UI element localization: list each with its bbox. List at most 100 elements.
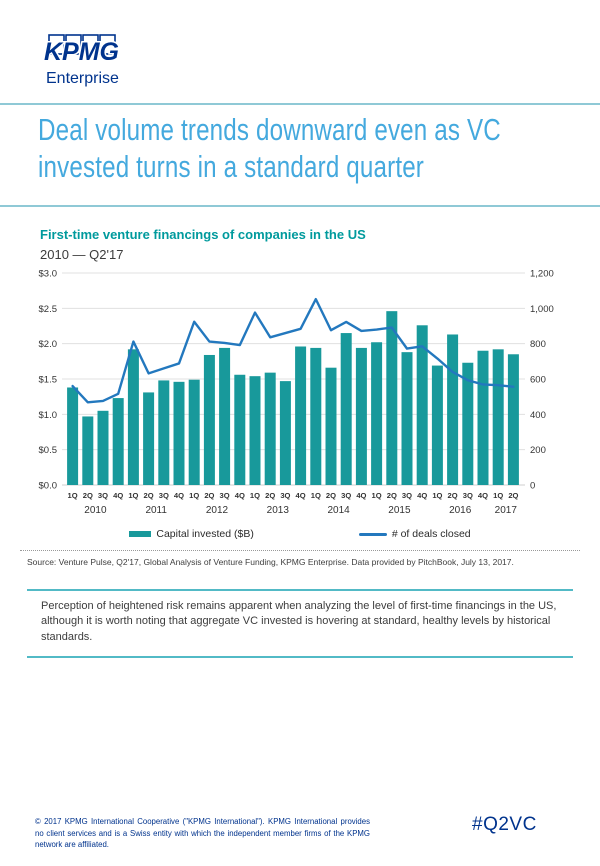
kpmg-logo: KPMG Enterprise <box>40 33 150 100</box>
bar <box>447 334 459 485</box>
right-axis-label: 800 <box>530 339 546 350</box>
x-axis-year-label: 2014 <box>327 505 350 516</box>
x-axis-quarter-label: 4Q <box>113 491 123 500</box>
bar <box>310 347 322 485</box>
x-axis-quarter-label: 2Q <box>204 491 214 500</box>
x-axis-quarter-label: 3Q <box>402 491 412 500</box>
x-axis-quarter-label: 2Q <box>387 491 397 500</box>
bar <box>416 325 428 485</box>
chart-legend: Capital invested ($B) # of deals closed <box>0 528 600 540</box>
callout-text: Perception of heightened risk remains ap… <box>41 600 557 643</box>
x-axis-quarter-label: 1Q <box>311 491 321 500</box>
bar <box>67 387 79 485</box>
legend-deals-closed: # of deals closed <box>358 528 471 540</box>
bar <box>295 346 307 485</box>
line-swatch-icon <box>358 532 387 536</box>
x-axis-quarter-label: 3Q <box>463 491 473 500</box>
chart-title: First-time venture financings of compani… <box>40 227 366 242</box>
x-axis-quarter-label: 3Q <box>159 491 169 500</box>
x-axis-quarter-label: 4Q <box>296 491 306 500</box>
x-axis-quarter-label: 3Q <box>220 491 230 500</box>
bar <box>264 372 276 485</box>
bar <box>249 376 261 485</box>
footer-copyright: © 2017 KPMG International Cooperative ("… <box>35 817 370 850</box>
kpmg-logo-text: KPMG <box>44 38 119 66</box>
x-axis-quarter-label: 1Q <box>372 491 382 500</box>
right-axis-label: 1,200 <box>530 269 554 280</box>
x-axis-quarter-label: 2Q <box>448 491 458 500</box>
x-axis-year-label: 2012 <box>206 505 229 516</box>
bar <box>234 374 246 485</box>
bar <box>112 398 124 485</box>
x-axis-quarter-label: 2Q <box>144 491 154 500</box>
right-axis-label: 400 <box>530 410 546 421</box>
bar <box>462 362 474 485</box>
bar <box>279 381 291 485</box>
source-text: Source: Venture Pulse, Q2'17, Global Ana… <box>27 557 514 567</box>
x-axis-quarter-label: 4Q <box>478 491 488 500</box>
left-axis-label: $0.5 <box>39 445 58 456</box>
bar <box>477 350 489 485</box>
x-axis-quarter-label: 4Q <box>235 491 245 500</box>
x-axis-quarter-label: 1Q <box>128 491 138 500</box>
page-title-line1: Deal volume trends downward even as VC <box>38 112 501 147</box>
bar <box>158 380 170 485</box>
x-axis-year-label: 2016 <box>449 505 472 516</box>
dotted-divider <box>20 550 580 551</box>
bar <box>173 381 185 485</box>
page-title: Deal volume trends downward even as VC i… <box>38 112 584 185</box>
bar <box>82 416 94 485</box>
x-axis-quarter-label: 2Q <box>83 491 93 500</box>
right-axis-label: 0 <box>530 481 535 492</box>
x-axis-quarter-label: 1Q <box>493 491 503 500</box>
x-axis-quarter-label: 4Q <box>356 491 366 500</box>
bar-swatch-icon <box>129 531 152 537</box>
chart-area: $0.0 $0.5 $1.0 $1.5 $2.0 $2.5 $3.0 0 200 400 600 80… <box>0 250 600 518</box>
x-axis-quarter-label: 2Q <box>265 491 275 500</box>
left-axis-label: $0.0 <box>39 481 58 492</box>
x-axis-quarter-label: 2Q <box>326 491 336 500</box>
left-axis-label: $2.5 <box>39 304 58 315</box>
x-axis-year-label: 2015 <box>388 505 411 516</box>
kpmg-logo-icon: KPMG Enterprise <box>43 34 121 87</box>
left-axis-label: $1.5 <box>39 375 58 386</box>
right-axis-label: 1,000 <box>530 304 554 315</box>
x-axis-quarter-label: 1Q <box>68 491 78 500</box>
bar <box>203 354 215 485</box>
x-axis-quarter-label: 4Q <box>174 491 184 500</box>
bar <box>325 367 337 485</box>
x-axis-year-label: 2011 <box>145 505 167 516</box>
x-axis-quarter-label: 3Q <box>280 491 290 500</box>
combo-chart: $0.0 $0.5 $1.0 $1.5 $2.0 $2.5 $3.0 0 200 400 600 80… <box>39 269 554 517</box>
chart-subtitle: 2010 — Q2'17 <box>40 247 124 262</box>
bar <box>386 311 398 485</box>
x-axis-quarter-label: 1Q <box>189 491 199 500</box>
x-axis-year-label: 2010 <box>84 505 107 516</box>
bar <box>507 354 519 485</box>
bar <box>143 392 155 485</box>
bar <box>219 347 231 485</box>
x-axis-year-label: 2013 <box>267 505 290 516</box>
divider-middle <box>0 205 600 207</box>
left-axis-label: $3.0 <box>39 269 58 280</box>
bar <box>431 365 443 485</box>
x-axis-quarter-label: 3Q <box>98 491 108 500</box>
kpmg-logo-enterprise: Enterprise <box>46 70 119 87</box>
right-axis-label: 200 <box>530 445 546 456</box>
callout-box: Perception of heightened risk remains ap… <box>27 589 573 659</box>
bar <box>340 333 352 485</box>
bar <box>492 349 504 485</box>
bar <box>97 410 109 485</box>
legend-bar-label: Capital invested ($B) <box>156 528 254 540</box>
left-axis-label: $2.0 <box>39 339 58 350</box>
divider-top <box>0 103 600 105</box>
bar <box>188 379 200 485</box>
x-axis-quarter-label: 1Q <box>432 491 442 500</box>
bar <box>371 342 383 485</box>
legend-capital-invested: Capital invested ($B) <box>129 528 254 540</box>
legend-line-label: # of deals closed <box>391 528 471 540</box>
page-title-line2: invested turns in a standard quarter <box>38 148 425 184</box>
x-axis-quarter-label: 4Q <box>417 491 427 500</box>
bar <box>401 352 413 485</box>
